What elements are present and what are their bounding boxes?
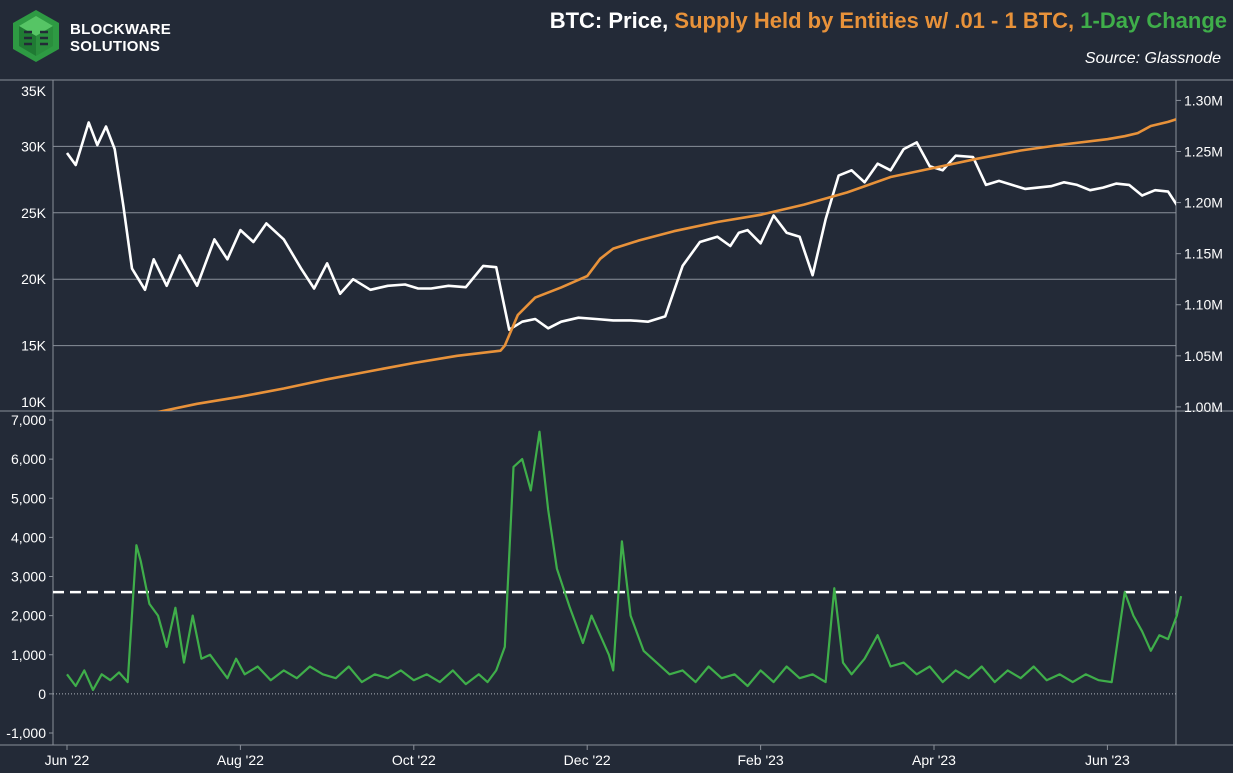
- title-change: 1-Day Change: [1080, 8, 1227, 33]
- price-tick-label: 25K: [21, 205, 47, 221]
- x-tick-label: Jun '22: [45, 752, 90, 768]
- blockware-logo: BLOCKWARE SOLUTIONS: [8, 8, 171, 64]
- x-tick-label: Apr '23: [912, 752, 956, 768]
- price-tick-label: 30K: [21, 138, 47, 154]
- price-tick-label: 20K: [21, 271, 47, 287]
- x-tick-label: Oct '22: [392, 752, 436, 768]
- x-tick-label: Dec '22: [564, 752, 611, 768]
- chart-title: BTC: Price, Supply Held by Entities w/ .…: [550, 8, 1227, 34]
- logo-line-2: SOLUTIONS: [70, 38, 161, 55]
- x-tick-label: Aug '22: [217, 752, 264, 768]
- change-tick-label: -1,000: [6, 725, 46, 741]
- change-tick-label: 1,000: [11, 647, 46, 663]
- supply-tick-label: 1.05M: [1184, 348, 1223, 364]
- change-tick-label: 0: [38, 686, 46, 702]
- supply-tick-label: 1.30M: [1184, 92, 1223, 108]
- hexagon-cube-icon: [13, 10, 59, 62]
- x-tick-label: Jun '23: [1085, 752, 1130, 768]
- supply-tick-label: 1.15M: [1184, 246, 1223, 262]
- change-line: [66, 430, 1183, 692]
- price-line: [65, 121, 1176, 332]
- title-supply: Supply Held by Entities w/ .01 - 1 BTC,: [674, 8, 1075, 33]
- change-tick-label: 5,000: [11, 490, 46, 506]
- price-tick-label: 15K: [21, 338, 47, 354]
- price-tick-label: 10K: [21, 394, 47, 410]
- supply-tick-label: 1.10M: [1184, 297, 1223, 313]
- supply-line: [157, 118, 1176, 411]
- change-tick-label: 7,000: [11, 412, 46, 428]
- change-tick-label: 4,000: [11, 529, 46, 545]
- supply-tick-label: 1.20M: [1184, 195, 1223, 211]
- change-tick-label: 6,000: [11, 451, 46, 467]
- price-tick-label: 35K: [21, 83, 47, 99]
- change-tick-label: 2,000: [11, 608, 46, 624]
- source-label: Source: Glassnode: [1084, 50, 1221, 67]
- supply-tick-label: 1.25M: [1184, 144, 1223, 160]
- change-tick-label: 3,000: [11, 569, 46, 585]
- supply-tick-label: 1.00M: [1184, 399, 1223, 415]
- logo-line-1: BLOCKWARE: [70, 21, 172, 38]
- chart-header: BLOCKWARE SOLUTIONS BTC: Price, Supply H…: [0, 0, 1233, 80]
- x-tick-label: Feb '23: [737, 752, 783, 768]
- title-price: BTC: Price,: [549, 8, 669, 33]
